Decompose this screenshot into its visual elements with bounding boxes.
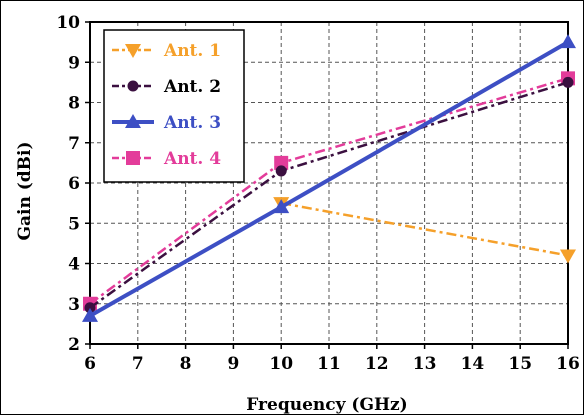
data-point — [82, 307, 98, 322]
plot-area — [85, 21, 569, 349]
y-axis-label: Gain (dBi) — [15, 141, 35, 240]
legend-item: Ant. 4 — [112, 149, 221, 169]
y-tick-label: 9 — [68, 53, 80, 73]
x-tick-label: 10 — [269, 354, 293, 374]
series-ant-3 — [82, 34, 576, 322]
x-tick-labels: 6 7 8 9 10 11 12 13 14 15 16 — [84, 354, 580, 374]
legend-label: Ant. 1 — [163, 41, 221, 61]
data-point — [273, 199, 290, 214]
data-point — [560, 34, 576, 49]
y-tick-labels: 2 3 4 5 6 7 8 9 10 — [56, 13, 80, 355]
x-axis-label: Frequency (GHz) — [246, 395, 407, 415]
y-tick-label: 3 — [68, 295, 80, 315]
data-point — [560, 249, 576, 264]
series-layer — [82, 34, 576, 322]
x-tick-label: 12 — [365, 354, 389, 374]
data-point — [274, 155, 289, 170]
x-tick-label: 14 — [461, 354, 485, 374]
y-tick-label: 4 — [68, 255, 80, 275]
x-tick-label: 7 — [132, 354, 144, 374]
series-ant-2 — [84, 76, 574, 314]
x-tick-label: 16 — [556, 354, 580, 374]
legend-label: Ant. 2 — [163, 77, 221, 97]
legend-marker — [125, 44, 141, 58]
x-tick-label: 9 — [227, 354, 239, 374]
y-tick-label: 8 — [68, 94, 80, 114]
y-tick-label: 7 — [68, 134, 80, 154]
x-tick-label: 8 — [180, 354, 192, 374]
legend-marker — [127, 80, 139, 92]
legend-marker — [126, 151, 140, 165]
x-tick-label: 13 — [413, 354, 437, 374]
y-tick-label: 5 — [68, 214, 80, 234]
x-tick-label: 11 — [317, 354, 341, 374]
data-point — [84, 302, 96, 314]
legend-item: Ant. 1 — [112, 41, 221, 61]
y-tick-label: 10 — [56, 13, 80, 33]
x-tick-label: 6 — [84, 354, 96, 374]
y-tick-label: 2 — [68, 335, 80, 355]
data-point — [562, 76, 574, 88]
y-tick-label: 6 — [68, 174, 80, 194]
series-line — [280, 201, 569, 257]
legend-item: Ant. 2 — [112, 77, 221, 97]
x-tick-label: 15 — [508, 354, 532, 374]
legend: Ant. 1 Ant. 2 Ant. 3 Ant. 4 — [103, 29, 245, 183]
legend-marker — [125, 114, 141, 128]
legend-item: Ant. 3 — [112, 113, 221, 133]
data-point — [275, 165, 287, 177]
legend-label: Ant. 3 — [163, 113, 221, 133]
legend-label: Ant. 4 — [163, 149, 221, 169]
